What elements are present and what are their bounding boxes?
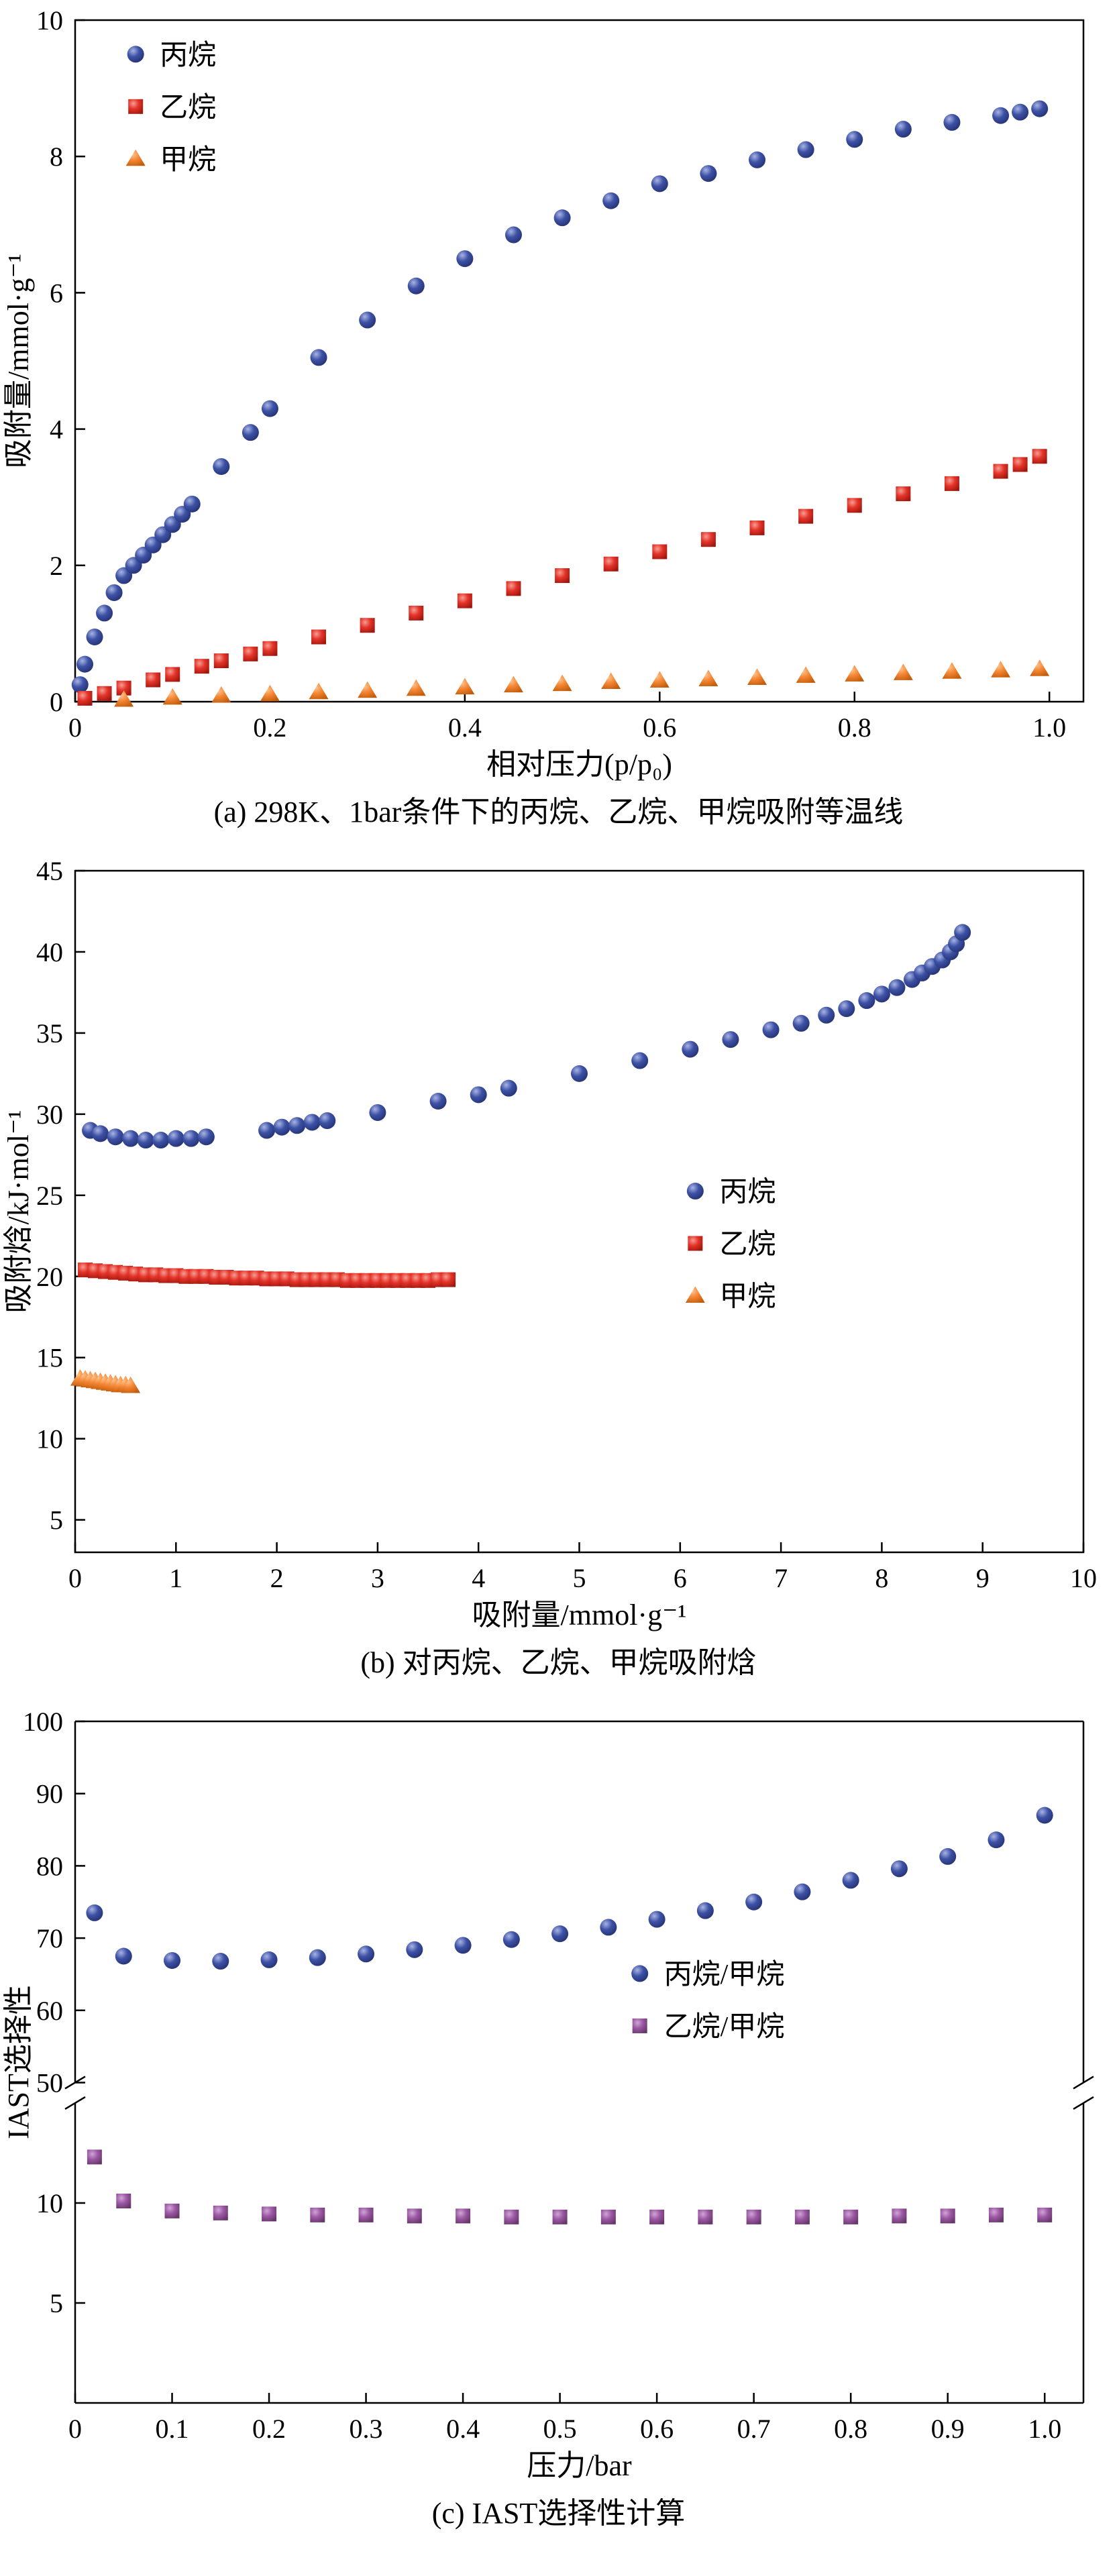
svg-text:50: 50: [36, 2068, 63, 2098]
svg-text:0: 0: [68, 1563, 82, 1593]
svg-text:0.6: 0.6: [643, 712, 676, 743]
chart-c-iast-selectivity: 0 0.1 0.2 0.3 0.4 0.5 0.6 0.7 0.8 0.9 1.0 5 10 50 60 70…: [0, 1705, 1117, 2483]
svg-text:6: 6: [50, 278, 63, 308]
svg-text:0.2: 0.2: [253, 712, 286, 743]
svg-text:45: 45: [36, 856, 63, 886]
caption-a: (a) 298K、1bar条件下的丙烷、乙烷、甲烷吸附等温线: [213, 796, 904, 828]
series-methane: [114, 659, 1050, 707]
chart-b-adsorption-enthalpy: 0 1 2 3 4 5 6 7 8 9 10 5 10 15 20 25 30 35 40 45 吸附量/mmol·g⁻…: [0, 855, 1117, 1633]
chart-a-isotherms: 0 0.2 0.4 0.6 0.8 1.0 0 2 4 6 8 10 相对压力(p/p₀) 吸附量/mmo…: [0, 4, 1117, 782]
svg-text:吸附焓/kJ·mol⁻¹: 吸附焓/kJ·mol⁻¹: [2, 1110, 35, 1313]
legend-item-propane: 丙烷: [127, 40, 216, 71]
legend-item-ethane: 乙烷: [128, 92, 216, 123]
svg-text:IAST选择性: IAST选择性: [2, 1985, 35, 2139]
svg-text:0: 0: [68, 712, 82, 743]
svg-text:甲烷: 甲烷: [160, 144, 216, 176]
panel-a: 0 0.2 0.4 0.6 0.8 1.0 0 2 4 6 8 10 相对压力(p/p₀) 吸附量/mmo…: [0, 4, 1117, 855]
svg-text:6: 6: [674, 1563, 687, 1593]
svg-text:15: 15: [36, 1343, 63, 1373]
svg-text:压力/bar: 压力/bar: [527, 2449, 632, 2482]
svg-text:乙烷: 乙烷: [160, 92, 216, 123]
svg-text:80: 80: [36, 1851, 63, 1881]
svg-text:4: 4: [50, 415, 63, 445]
caption-c: (c) IAST选择性计算: [431, 2497, 686, 2530]
svg-text:2: 2: [270, 1563, 284, 1593]
svg-text:1.0: 1.0: [1032, 712, 1066, 743]
svg-text:2: 2: [50, 551, 63, 581]
svg-text:20: 20: [36, 1262, 63, 1292]
svg-text:90: 90: [36, 1779, 63, 1809]
svg-text:丙烷: 丙烷: [160, 40, 216, 71]
series-propane-methane: [86, 1807, 1053, 1970]
svg-text:0.2: 0.2: [252, 2414, 286, 2444]
svg-text:0.6: 0.6: [640, 2414, 674, 2444]
chart-b-svg: 0 1 2 3 4 5 6 7 8 9 1051015202530354045吸附量/mmol·g⁻…: [2, 856, 1097, 1631]
svg-text:3: 3: [371, 1563, 384, 1593]
svg-text:9: 9: [976, 1563, 990, 1593]
panel-c: 0 0.1 0.2 0.3 0.4 0.5 0.6 0.7 0.8 0.9 1.0 5 10 50 60 70…: [0, 1705, 1117, 2556]
svg-text:0: 0: [50, 687, 63, 717]
legend-item-ethane-methane: 乙烷/甲烷: [632, 2011, 785, 2043]
svg-text:丙烷: 丙烷: [719, 1177, 776, 1208]
series-ethane: [77, 449, 1047, 706]
svg-text:0.8: 0.8: [838, 712, 871, 743]
svg-text:0.4: 0.4: [446, 2414, 480, 2444]
caption-b: (b) 对丙烷、乙烷、甲烷吸附焓: [360, 1646, 757, 1679]
svg-text:乙烷: 乙烷: [719, 1229, 776, 1260]
svg-text:0.1: 0.1: [156, 2414, 189, 2444]
svg-text:10: 10: [36, 2188, 63, 2218]
series-propane: [71, 100, 1049, 694]
legend-item-methane: 甲烷: [125, 144, 216, 176]
svg-text:0.7: 0.7: [737, 2414, 771, 2444]
series-ethane-methane: [87, 2149, 1053, 2224]
svg-text:丙烷/甲烷: 丙烷/甲烷: [664, 1959, 785, 1990]
svg-text:5: 5: [50, 1505, 63, 1536]
svg-text:0.5: 0.5: [543, 2414, 577, 2444]
svg-text:0.8: 0.8: [834, 2414, 867, 2444]
series-methane: [70, 1369, 141, 1393]
svg-text:10: 10: [36, 1424, 63, 1454]
chart-a-svg: 0 0.2 0.4 0.6 0.8 1.0 0 2 4 6 8 10 相对压力(p/p₀) 吸附量/mmo…: [2, 5, 1085, 781]
panel-b: 0 1 2 3 4 5 6 7 8 9 10 5 10 15 20 25 30 35 40 45 吸附量/mmol·g⁻…: [0, 855, 1117, 1705]
svg-text:5: 5: [50, 2288, 63, 2318]
svg-text:0.4: 0.4: [448, 712, 482, 743]
svg-text:7: 7: [774, 1563, 788, 1593]
svg-text:10: 10: [36, 5, 63, 36]
svg-text:1.0: 1.0: [1028, 2414, 1061, 2444]
svg-text:4: 4: [472, 1563, 485, 1593]
legend-item-propane-methane: 丙烷/甲烷: [631, 1959, 784, 1990]
chart-c-svg: 0 0.1 0.2 0.3 0.4 0.5 0.6 0.7 0.8 0.9 1.0 5 10 50 60 70…: [2, 1707, 1094, 2482]
svg-text:8: 8: [875, 1563, 888, 1593]
svg-text:30: 30: [36, 1099, 63, 1130]
svg-text:5: 5: [573, 1563, 586, 1593]
series-ethane: [78, 1263, 456, 1288]
legend-item-methane: 甲烷: [685, 1281, 776, 1313]
svg-text:0: 0: [68, 2414, 82, 2444]
legend-item-propane: 丙烷: [686, 1177, 776, 1208]
svg-text:35: 35: [36, 1018, 63, 1049]
svg-text:60: 60: [36, 1996, 63, 2026]
svg-text:100: 100: [23, 1707, 63, 1737]
svg-text:1: 1: [169, 1563, 182, 1593]
svg-text:0.3: 0.3: [350, 2414, 383, 2444]
svg-text:70: 70: [36, 1923, 63, 1953]
svg-text:10: 10: [1070, 1563, 1097, 1593]
svg-text:8: 8: [50, 142, 63, 172]
svg-text:吸附量/mmol·g⁻¹: 吸附量/mmol·g⁻¹: [2, 254, 35, 468]
svg-text:25: 25: [36, 1181, 63, 1211]
svg-text:40: 40: [36, 937, 63, 967]
svg-text:相对压力(p/p₀): 相对压力(p/p₀): [486, 748, 672, 781]
svg-text:吸附量/mmol·g⁻¹: 吸附量/mmol·g⁻¹: [472, 1599, 687, 1631]
svg-text:0.9: 0.9: [931, 2414, 965, 2444]
svg-text:甲烷: 甲烷: [719, 1281, 776, 1313]
svg-text:乙烷/甲烷: 乙烷/甲烷: [664, 2011, 785, 2043]
legend-item-ethane: 乙烷: [688, 1229, 776, 1260]
series-propane: [82, 924, 971, 1149]
